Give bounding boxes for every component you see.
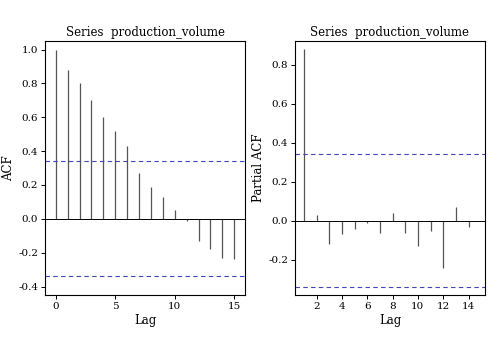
X-axis label: Lag: Lag xyxy=(134,314,156,327)
Y-axis label: ACF: ACF xyxy=(2,155,16,181)
Title: Series  production_volume: Series production_volume xyxy=(66,26,224,39)
X-axis label: Lag: Lag xyxy=(379,314,401,327)
Title: Series  production_volume: Series production_volume xyxy=(310,26,470,39)
Y-axis label: Partial ACF: Partial ACF xyxy=(252,134,266,202)
